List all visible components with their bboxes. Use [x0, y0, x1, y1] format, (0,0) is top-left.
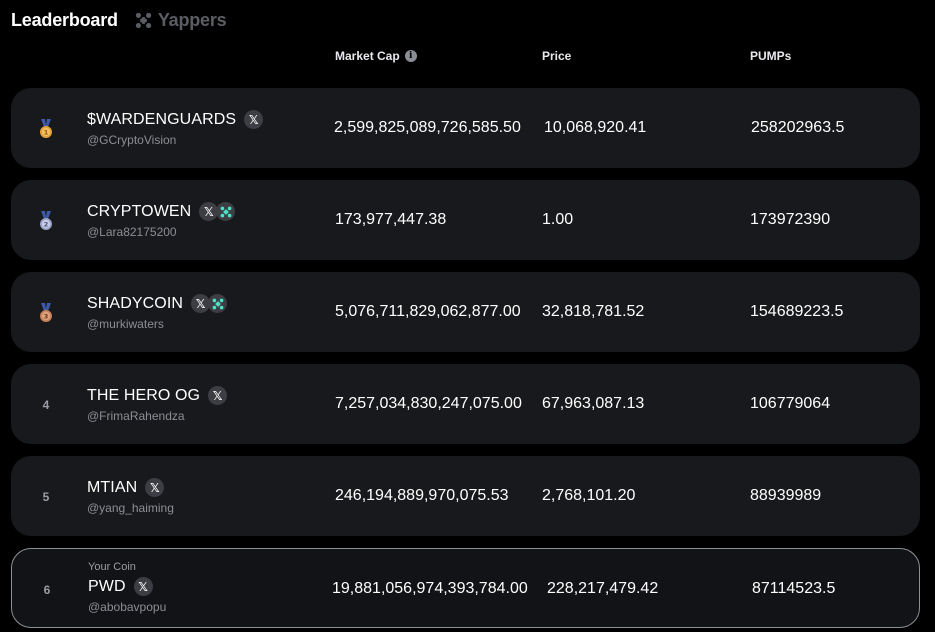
- x-icon[interactable]: 𝕏: [133, 577, 153, 596]
- market-cap-value: 2,599,825,089,726,585.50: [334, 119, 521, 136]
- coin-info: SHADYCOIN 𝕏 @murkiwaters: [87, 294, 228, 331]
- tab-leaderboard-label: Leaderboard: [11, 10, 118, 30]
- gold-medal-icon: 1: [40, 119, 52, 138]
- coin-handle[interactable]: @Lara82175200: [87, 225, 177, 239]
- x-icon[interactable]: 𝕏: [244, 110, 264, 129]
- x-icon[interactable]: 𝕏: [191, 294, 211, 313]
- coin-info: CRYPTOWEN 𝕏 @Lara82175200: [87, 202, 236, 239]
- price-value: 228,217,479.42: [547, 580, 659, 597]
- x-icon[interactable]: 𝕏: [199, 202, 219, 221]
- tab-bar: Leaderboard Yappers: [11, 10, 227, 31]
- your-coin-label: Your Coin: [88, 561, 136, 573]
- yappers-badge-icon[interactable]: [216, 202, 236, 221]
- price-value: 10,068,920.41: [544, 119, 647, 136]
- market-cap-value: 7,257,034,830,247,075.00: [335, 395, 522, 412]
- leaderboard-row[interactable]: 1 $WARDENGUARDS 𝕏 @GCryptoVision 2,599,8…: [11, 88, 920, 168]
- yappers-badge-icon[interactable]: [208, 294, 228, 313]
- pumps-value: 154689223.5: [750, 303, 844, 320]
- coin-info: THE HERO OG 𝕏 @FrimaRahendza: [87, 386, 228, 423]
- coin-handle[interactable]: @GCryptoVision: [87, 133, 177, 147]
- silver-medal-icon: 2: [40, 211, 52, 230]
- price-value: 67,963,087.13: [542, 395, 645, 412]
- pumps-value: 173972390: [750, 211, 831, 228]
- your-coin-row[interactable]: 6 Your Coin PWD 𝕏 @abobavpopu 19,881,056…: [11, 548, 920, 628]
- tab-yappers-label: Yappers: [157, 10, 227, 30]
- rank-cell: 3: [37, 303, 55, 323]
- x-icon[interactable]: 𝕏: [145, 478, 165, 497]
- tab-leaderboard[interactable]: Leaderboard: [11, 10, 118, 31]
- leaderboard-row[interactable]: 5 MTIAN 𝕏 @yang_haiming 246,194,889,970,…: [11, 456, 920, 536]
- tab-yappers[interactable]: Yappers: [135, 10, 227, 31]
- column-header-pumps: PUMPs: [750, 49, 791, 63]
- coin-name[interactable]: CRYPTOWEN: [87, 202, 192, 220]
- market-cap-header-label: Market Cap: [335, 49, 400, 63]
- rank-cell: 2: [37, 211, 55, 231]
- coin-handle[interactable]: @murkiwaters: [87, 317, 164, 331]
- pumps-value: 258202963.5: [751, 119, 845, 136]
- rank-cell: 5: [42, 490, 50, 504]
- pumps-value: 88939989: [750, 487, 822, 504]
- pumps-header-label: PUMPs: [750, 49, 792, 63]
- leaderboard-row[interactable]: 3 SHADYCOIN 𝕏 @murkiwaters 5,076,711,829…: [11, 272, 920, 352]
- coin-handle[interactable]: @yang_haiming: [87, 501, 174, 515]
- info-icon[interactable]: i: [404, 50, 417, 62]
- price-value: 1.00: [542, 211, 574, 228]
- pumps-value: 106779064: [750, 395, 831, 412]
- market-cap-value: 19,881,056,974,393,784.00: [332, 580, 528, 597]
- pumps-value: 87114523.5: [752, 580, 836, 597]
- medal-rank-text: 1: [44, 129, 49, 137]
- rank-cell: 4: [42, 398, 50, 412]
- column-header-market-cap: Market Cap i: [335, 49, 417, 63]
- coin-name[interactable]: SHADYCOIN: [87, 294, 184, 312]
- x-icon[interactable]: 𝕏: [208, 386, 228, 405]
- medal-rank-text: 2: [44, 221, 49, 229]
- coin-name[interactable]: $WARDENGUARDS: [87, 110, 237, 128]
- medal-rank-text: 3: [44, 313, 49, 321]
- rank-cell: 6: [43, 583, 51, 597]
- coin-info: $WARDENGUARDS 𝕏 @GCryptoVision: [87, 110, 264, 147]
- leaderboard-row[interactable]: 2 CRYPTOWEN 𝕏 @Lara82175200 173,977,447.…: [11, 180, 920, 260]
- coin-name[interactable]: THE HERO OG: [87, 386, 201, 404]
- leaderboard-row[interactable]: 4 THE HERO OG 𝕏 @FrimaRahendza 7,257,034…: [11, 364, 920, 444]
- price-value: 2,768,101.20: [542, 487, 636, 504]
- price-header-label: Price: [542, 49, 572, 63]
- coin-name[interactable]: MTIAN: [87, 478, 138, 496]
- bronze-medal-icon: 3: [40, 303, 52, 322]
- market-cap-value: 246,194,889,970,075.53: [335, 487, 509, 504]
- market-cap-value: 5,076,711,829,062,877.00: [335, 303, 521, 320]
- coin-info: MTIAN 𝕏 @yang_haiming: [87, 478, 174, 515]
- coin-handle[interactable]: @abobavpopu: [88, 600, 167, 614]
- yappers-icon: [135, 12, 151, 29]
- coin-info: Your Coin PWD 𝕏 @abobavpopu: [88, 561, 166, 614]
- price-value: 32,818,781.52: [542, 303, 645, 320]
- coin-handle[interactable]: @FrimaRahendza: [87, 409, 185, 423]
- column-header-price: Price: [542, 49, 571, 63]
- rank-cell: 1: [37, 119, 55, 139]
- market-cap-value: 173,977,447.38: [335, 211, 447, 228]
- coin-name[interactable]: PWD: [88, 577, 126, 595]
